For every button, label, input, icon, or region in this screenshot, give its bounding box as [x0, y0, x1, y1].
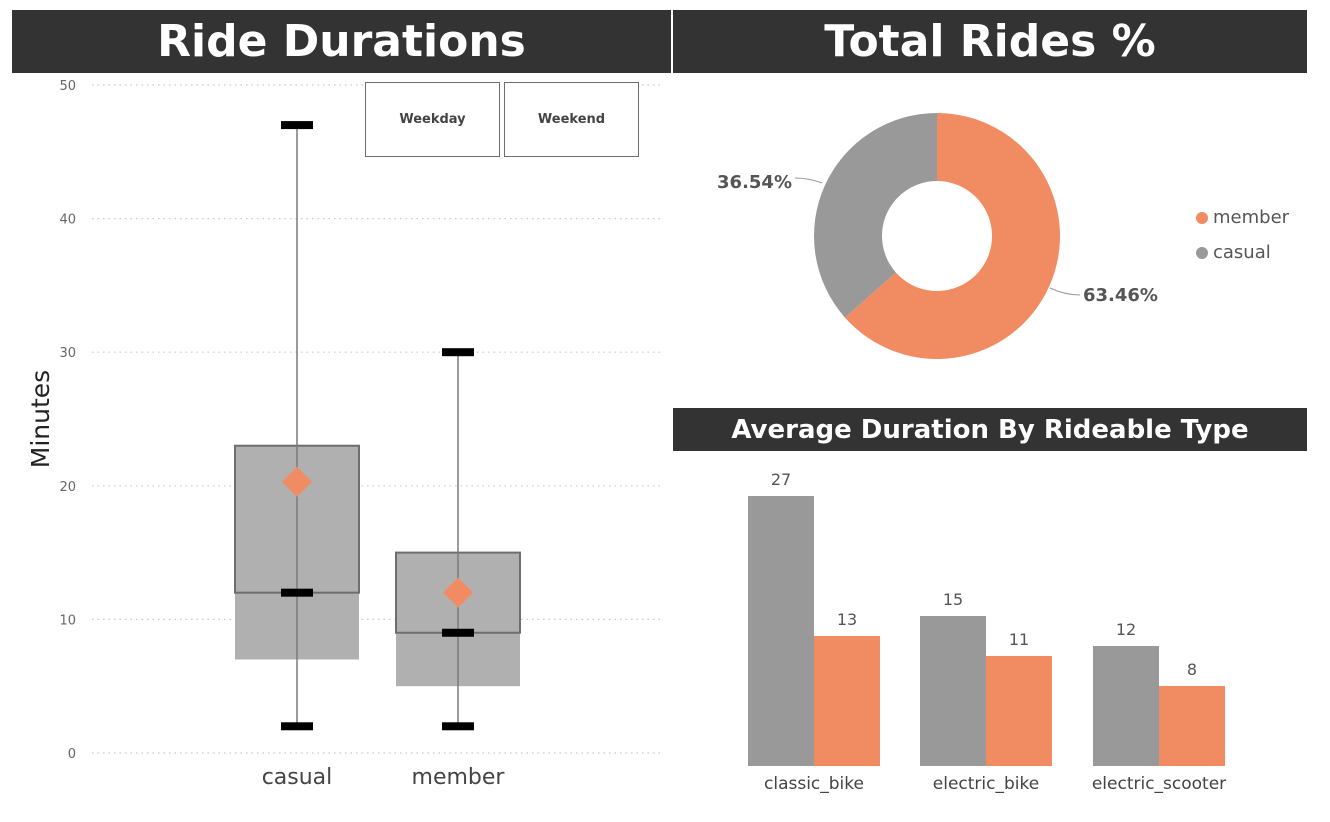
avg-duration-title: Average Duration By Rideable Type	[673, 408, 1307, 451]
y-tick-label: 10	[59, 613, 76, 628]
y-tick-label: 30	[59, 346, 76, 361]
whisker-cap-min	[442, 722, 474, 731]
donut-leader-line	[1049, 287, 1081, 296]
bar-value-label: 15	[943, 590, 963, 609]
whisker-cap-min	[281, 722, 313, 731]
bar-value-label: 11	[1009, 630, 1029, 649]
weekday-slicer-button[interactable]: Weekday	[365, 82, 500, 157]
bar-member	[814, 636, 880, 766]
legend-member-dot	[1196, 211, 1208, 224]
y-tick-label: 0	[68, 747, 76, 762]
bar-casual	[920, 616, 986, 766]
bar-value-label: 13	[837, 610, 857, 629]
legend-item-member[interactable]: member	[1196, 207, 1289, 228]
donut-slice-casual	[814, 113, 937, 318]
bar-category-label: classic_bike	[764, 774, 864, 794]
donut-label-casual: 36.54%	[717, 172, 792, 193]
bar-member	[1159, 686, 1225, 766]
whisker-cap-max	[281, 121, 313, 130]
legend-casual-dot	[1196, 246, 1208, 259]
whisker-cap-median	[281, 588, 313, 597]
donut-leader-line	[794, 177, 823, 184]
y-axis-label: Minutes	[26, 370, 55, 468]
bar-casual	[748, 496, 814, 766]
bar-value-label: 27	[771, 470, 791, 489]
total-rides-title: Total Rides %	[673, 10, 1307, 73]
x-category-label: member	[412, 765, 506, 790]
mean-marker	[282, 466, 312, 497]
y-tick-label: 50	[59, 79, 76, 94]
weekend-slicer-button[interactable]: Weekend	[504, 82, 639, 157]
mean-marker	[443, 577, 473, 608]
bar-casual	[1093, 646, 1159, 766]
legend-item-casual[interactable]: casual	[1196, 242, 1271, 263]
bar-category-label: electric_bike	[933, 774, 1039, 794]
y-tick-label: 40	[59, 213, 76, 228]
bar-category-label: electric_scooter	[1092, 774, 1226, 794]
whisker-cap-max	[442, 348, 474, 357]
legend-casual-label: casual	[1213, 242, 1271, 263]
whisker-cap-median	[442, 628, 474, 637]
donut-label-member: 63.46%	[1083, 285, 1158, 306]
donut-slice-member	[844, 113, 1060, 359]
x-category-label: casual	[262, 765, 333, 790]
bar-value-label: 12	[1116, 620, 1136, 639]
ride-durations-title: Ride Durations	[12, 10, 671, 73]
bar-value-label: 8	[1187, 660, 1197, 679]
y-tick-label: 20	[59, 480, 76, 495]
legend-member-label: member	[1213, 207, 1290, 228]
bar-member	[986, 656, 1052, 766]
